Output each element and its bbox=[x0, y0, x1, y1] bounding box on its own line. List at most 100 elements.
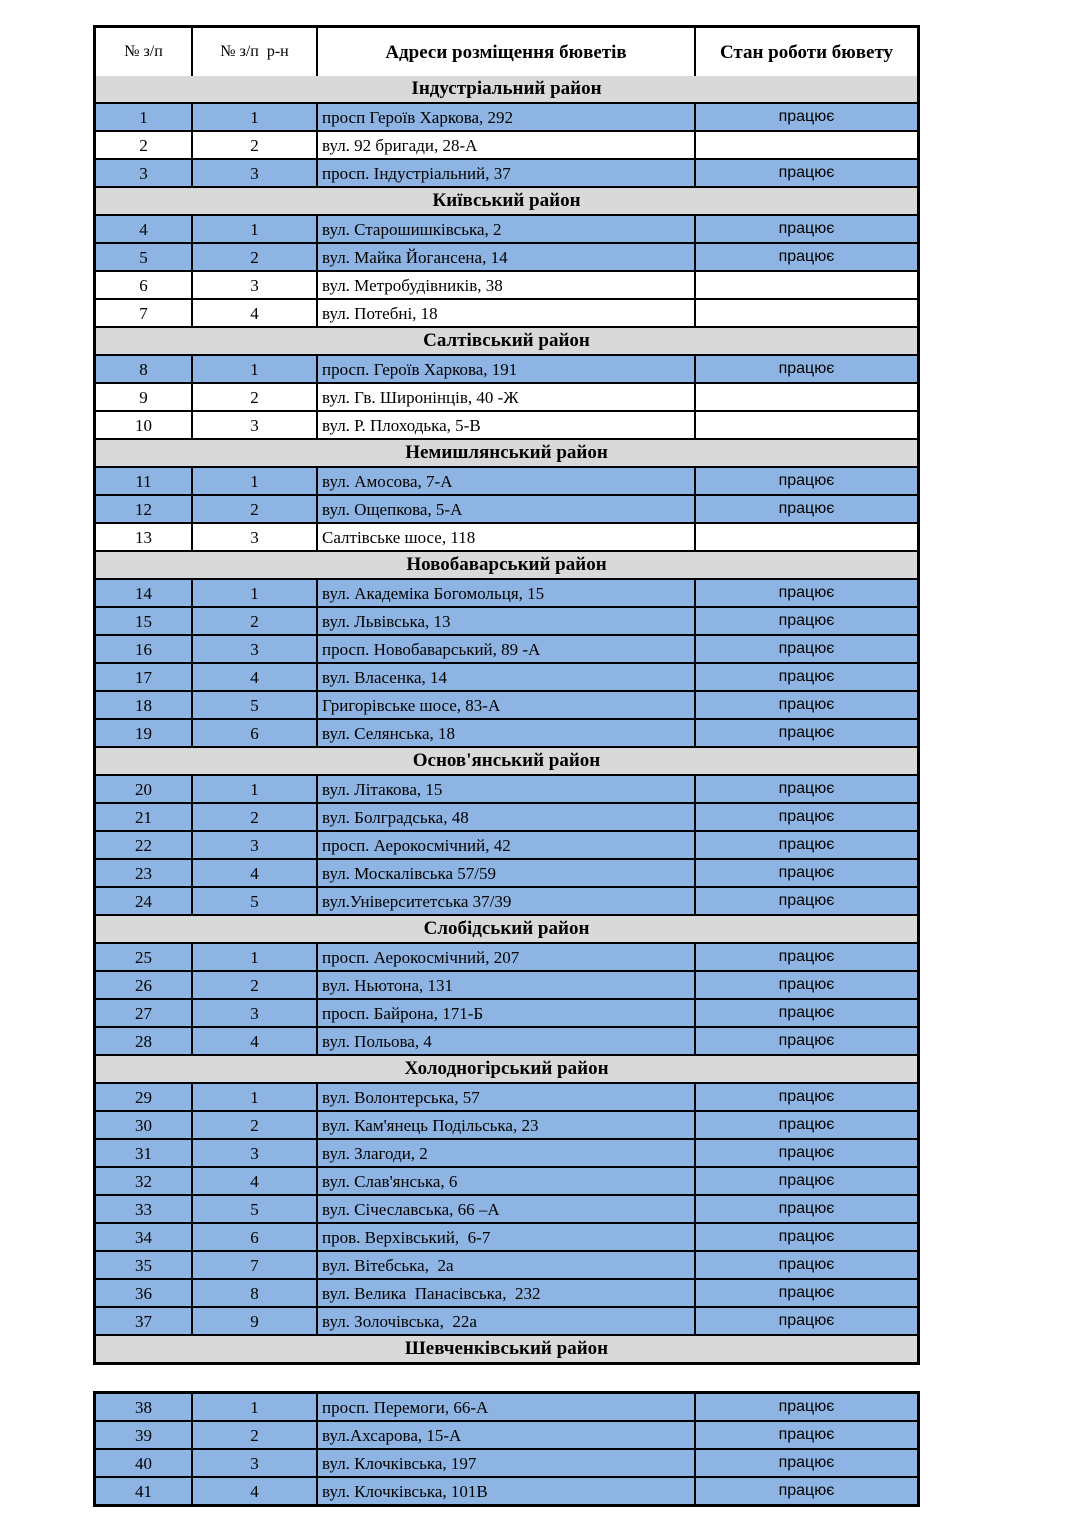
cell-status: працює bbox=[694, 104, 917, 130]
cell-number: 21 bbox=[96, 804, 191, 830]
cell-address: вул. Майка Йогансена, 14 bbox=[316, 244, 694, 270]
cell-status: працює bbox=[694, 1168, 917, 1194]
cell-address: вул. Львівська, 13 bbox=[316, 608, 694, 634]
buvette-table-continued: 38 1 просп. Перемоги, 66-А працює 39 2 вул.Ахс… bbox=[93, 1391, 920, 1507]
cell-number: 24 bbox=[96, 888, 191, 914]
data-row: 38 1 просп. Перемоги, 66-А працює bbox=[96, 1394, 917, 1420]
cell-status: працює bbox=[694, 1140, 917, 1166]
cell-number: 27 bbox=[96, 1000, 191, 1026]
cell-address: пров. Верхівський, 6-7 bbox=[316, 1224, 694, 1250]
cell-district-number: 1 bbox=[191, 580, 316, 606]
cell-address: вул. Селянська, 18 bbox=[316, 720, 694, 746]
cell-status: працює bbox=[694, 216, 917, 242]
cell-address: просп. Аерокосмічний, 42 bbox=[316, 832, 694, 858]
cell-number: 15 bbox=[96, 608, 191, 634]
cell-address: просп. Індустріальний, 37 bbox=[316, 160, 694, 186]
section-band: Основ'янський район bbox=[96, 746, 917, 774]
cell-district-number: 7 bbox=[191, 1252, 316, 1278]
cell-address: просп. Перемоги, 66-А bbox=[316, 1394, 694, 1420]
data-row: 15 2 вул. Львівська, 13 працює bbox=[96, 606, 917, 634]
cell-number: 34 bbox=[96, 1224, 191, 1250]
cell-status: працює bbox=[694, 244, 917, 270]
cell-district-number: 3 bbox=[191, 1450, 316, 1476]
data-row: 13 3 Салтівське шосе, 118 bbox=[96, 522, 917, 550]
cell-status bbox=[694, 412, 917, 438]
cell-district-number: 1 bbox=[191, 468, 316, 494]
cell-district-number: 1 bbox=[191, 104, 316, 130]
cell-number: 36 bbox=[96, 1280, 191, 1306]
cell-district-number: 4 bbox=[191, 1478, 316, 1504]
column-header-district-number: № з/п р-н bbox=[191, 28, 316, 76]
cell-address: Салтівське шосе, 118 bbox=[316, 524, 694, 550]
section-band: Холодногірський район bbox=[96, 1054, 917, 1082]
cell-number: 31 bbox=[96, 1140, 191, 1166]
cell-district-number: 4 bbox=[191, 1028, 316, 1054]
data-row: 11 1 вул. Амосова, 7-А працює bbox=[96, 466, 917, 494]
cell-number: 1 bbox=[96, 104, 191, 130]
cell-address: просп. Аерокосмічний, 207 bbox=[316, 944, 694, 970]
section-band: Київський район bbox=[96, 186, 917, 214]
cell-address: вул. Слав'янська, 6 bbox=[316, 1168, 694, 1194]
cell-district-number: 4 bbox=[191, 860, 316, 886]
cell-status: працює bbox=[694, 1000, 917, 1026]
cell-district-number: 5 bbox=[191, 1196, 316, 1222]
data-row: 7 4 вул. Потебні, 18 bbox=[96, 298, 917, 326]
data-row: 8 1 просп. Героїв Харкова, 191 працює bbox=[96, 354, 917, 382]
cell-status: працює bbox=[694, 832, 917, 858]
cell-number: 41 bbox=[96, 1478, 191, 1504]
cell-status: працює bbox=[694, 776, 917, 802]
cell-status: працює bbox=[694, 944, 917, 970]
cell-district-number: 2 bbox=[191, 384, 316, 410]
cell-address: просп. Байрона, 171-Б bbox=[316, 1000, 694, 1026]
cell-number: 33 bbox=[96, 1196, 191, 1222]
cell-district-number: 2 bbox=[191, 972, 316, 998]
data-row: 32 4 вул. Слав'янська, 6 працює bbox=[96, 1166, 917, 1194]
data-row: 20 1 вул. Літакова, 15 працює bbox=[96, 774, 917, 802]
cell-number: 26 bbox=[96, 972, 191, 998]
cell-district-number: 9 bbox=[191, 1308, 316, 1334]
table-body: Індустріальний район 1 1 просп Героїв Харко… bbox=[96, 76, 917, 1362]
cell-address: Григорівське шосе, 83-А bbox=[316, 692, 694, 718]
cell-status: працює bbox=[694, 1478, 917, 1504]
cell-district-number: 3 bbox=[191, 524, 316, 550]
cell-address: просп Героїв Харкова, 292 bbox=[316, 104, 694, 130]
cell-district-number: 3 bbox=[191, 272, 316, 298]
cell-status: працює bbox=[694, 804, 917, 830]
table-gap bbox=[93, 1365, 920, 1391]
cell-district-number: 2 bbox=[191, 1422, 316, 1448]
data-row: 21 2 вул. Болградська, 48 працює bbox=[96, 802, 917, 830]
cell-address: вул. Академіка Богомольця, 15 bbox=[316, 580, 694, 606]
cell-address: вул. Болградська, 48 bbox=[316, 804, 694, 830]
cell-number: 7 bbox=[139, 303, 148, 323]
cell-district-number: 3 bbox=[191, 832, 316, 858]
cell-number: 32 bbox=[96, 1168, 191, 1194]
cell-district-number: 4 bbox=[191, 664, 316, 690]
cell-number: 3 bbox=[96, 160, 191, 186]
cell-status: працює bbox=[694, 1252, 917, 1278]
cell-address: вул. Злагоди, 2 bbox=[316, 1140, 694, 1166]
cell-status: працює bbox=[694, 972, 917, 998]
section-band: Індустріальний район bbox=[96, 76, 917, 102]
cell-address: вул. Р. Плоходька, 5-В bbox=[316, 412, 694, 438]
section-band: Салтівський район bbox=[96, 326, 917, 354]
cell-status: працює bbox=[694, 1450, 917, 1476]
data-row: 36 8 вул. Велика Панасівська, 232 працює bbox=[96, 1278, 917, 1306]
data-row: 31 3 вул. Злагоди, 2 працює bbox=[96, 1138, 917, 1166]
cell-address: вул.Ахсарова, 15-А bbox=[316, 1422, 694, 1448]
data-row: 12 2 вул. Ощепкова, 5-А працює bbox=[96, 494, 917, 522]
cell-district-number: 6 bbox=[191, 720, 316, 746]
section-band: Немишлянський район bbox=[96, 438, 917, 466]
cell-address: вул. Амосова, 7-А bbox=[316, 468, 694, 494]
cell-address: вул. Власенка, 14 bbox=[316, 664, 694, 690]
cell-address: вул. Кам'янець Подільська, 23 bbox=[316, 1112, 694, 1138]
cell-status: працює bbox=[694, 468, 917, 494]
cell-status: працює bbox=[694, 608, 917, 634]
data-row: 14 1 вул. Академіка Богомольця, 15 працює bbox=[96, 578, 917, 606]
cell-address: вул. Москалівська 57/59 bbox=[316, 860, 694, 886]
data-row: 23 4 вул. Москалівська 57/59 працює bbox=[96, 858, 917, 886]
cell-district-number: 3 bbox=[191, 1140, 316, 1166]
cell-address: вул. Січеславська, 66 –А bbox=[316, 1196, 694, 1222]
cell-status: працює bbox=[694, 1224, 917, 1250]
cell-status: працює bbox=[694, 496, 917, 522]
cell-number: 10 bbox=[135, 415, 152, 435]
